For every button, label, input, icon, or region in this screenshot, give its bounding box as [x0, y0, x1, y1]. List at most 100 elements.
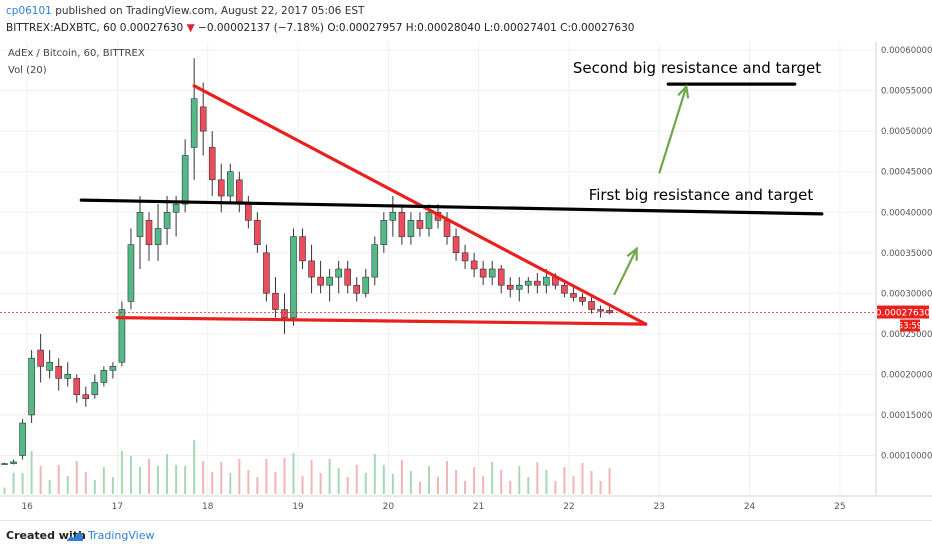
line-support [115, 316, 648, 326]
candle-body [64, 374, 72, 379]
candle-body [344, 268, 351, 286]
candle-body [236, 179, 243, 205]
volume-bar [193, 440, 196, 494]
arrow-shaft [613, 248, 638, 296]
down-arrow-icon: ▼ [186, 22, 195, 34]
volume-bar [211, 472, 214, 494]
x-tick-label: 24 [744, 502, 756, 512]
volume-bar [175, 465, 178, 494]
grid-lines [0, 42, 876, 496]
price-axis-ticks: 0.00010000 0.00015000 0.00020000 0.00025000… [881, 46, 932, 461]
volume-bar [120, 451, 123, 494]
volume-bar [446, 461, 449, 494]
volume-bar [455, 470, 458, 494]
volume-bar [157, 466, 160, 494]
footer: Created with TradingView [0, 520, 932, 551]
plot-area [0, 42, 876, 496]
current-price-text: 0.00027630 [876, 309, 931, 319]
y-tick-label: 0.00035000 [881, 249, 932, 259]
volume-bar [536, 462, 539, 494]
price-chart[interactable]: AdEx / Bitcoin, 60, BITTREX Vol (20) Sec… [0, 42, 932, 520]
y-tick-label: 0.00050000 [881, 127, 932, 137]
candle-body [208, 147, 216, 181]
y-tick-label: 0.00045000 [881, 168, 932, 178]
volume-bar [391, 474, 394, 494]
candle-body [371, 244, 379, 278]
y-tick-label: 0.00010000 [881, 451, 932, 461]
author-link[interactable]: cp06101 [6, 5, 52, 17]
volume-bar [3, 487, 6, 494]
publish-text: published on TradingView.com, August 22,… [55, 5, 365, 17]
candle-body [82, 394, 90, 400]
volume-bar [355, 465, 358, 494]
x-tick-label: 25 [834, 502, 845, 512]
candle-body [308, 260, 315, 278]
volume-bar [473, 467, 476, 494]
y-tick-label: 0.00030000 [881, 289, 932, 299]
volume-bar [491, 462, 494, 494]
volume-bar [545, 470, 548, 494]
chart-canvas[interactable]: AdEx / Bitcoin, 60, BITTREX Vol (20) Sec… [0, 42, 932, 520]
countdown-text: 53:59 [898, 322, 923, 332]
candle-body [118, 309, 126, 363]
candle-body [190, 98, 198, 148]
x-tick-label: 18 [202, 502, 214, 512]
volume-bar [581, 463, 584, 494]
volume-bar [202, 461, 205, 494]
volume-bar [265, 459, 268, 494]
candle-body [10, 461, 17, 464]
candle-body [91, 382, 99, 395]
volume-bar [274, 472, 277, 494]
volume-bar [373, 454, 376, 494]
candle-body [28, 357, 35, 416]
volume-label: Vol (20) [8, 65, 47, 76]
candle-body [181, 155, 189, 205]
volume-bar [283, 458, 286, 494]
candle-body [479, 268, 487, 278]
candle-body [217, 179, 225, 197]
y-tick-label: 0.00020000 [881, 370, 932, 380]
volume-bar [437, 477, 439, 494]
ohlc-values: O:0.00027957 H:0.00028040 L:0.00027401 C… [327, 22, 635, 34]
tradingview-link[interactable]: TradingView [88, 529, 155, 542]
candle-body [55, 365, 63, 379]
volume-bar [599, 481, 602, 494]
volume-bar [527, 477, 530, 494]
countdown-box [900, 319, 920, 332]
candle-body [515, 284, 523, 290]
volume-bar [301, 476, 304, 494]
volume-bar [382, 465, 385, 494]
candle-body [588, 301, 595, 310]
candle-body [263, 252, 270, 294]
x-tick-label: 19 [292, 502, 304, 512]
volume-bar [500, 470, 503, 494]
price-axis[interactable] [876, 42, 932, 496]
volume-bar [427, 466, 430, 494]
volume-bar [129, 456, 132, 494]
candle-body [534, 280, 541, 286]
candle-body [109, 365, 117, 371]
candle-body [245, 203, 252, 221]
chart-header: cp06101 published on TradingView.com, Au… [0, 0, 932, 42]
candle-body [145, 220, 153, 245]
volume-bar [220, 462, 223, 494]
candle-body [73, 378, 81, 395]
annotation-first-target: First big resistance and target [589, 186, 814, 204]
candle-body [452, 236, 460, 254]
candle-body [398, 211, 406, 237]
candle-body [127, 244, 135, 302]
candle-body [335, 268, 342, 278]
volume-bar [418, 482, 421, 494]
arrow-head [626, 246, 638, 261]
last-price: 0.00027630 [119, 22, 184, 34]
candle-body [37, 349, 44, 367]
volume-bar [518, 466, 521, 494]
candle-body [136, 211, 144, 237]
candle-body [570, 293, 577, 298]
volume-bar [57, 465, 60, 494]
current-price-box [877, 305, 929, 319]
volume-bar [39, 466, 42, 494]
candle-body [525, 280, 532, 286]
symbol-name: BITTREX:ADXBTC, 60 [6, 22, 117, 34]
candle-body [281, 309, 288, 318]
